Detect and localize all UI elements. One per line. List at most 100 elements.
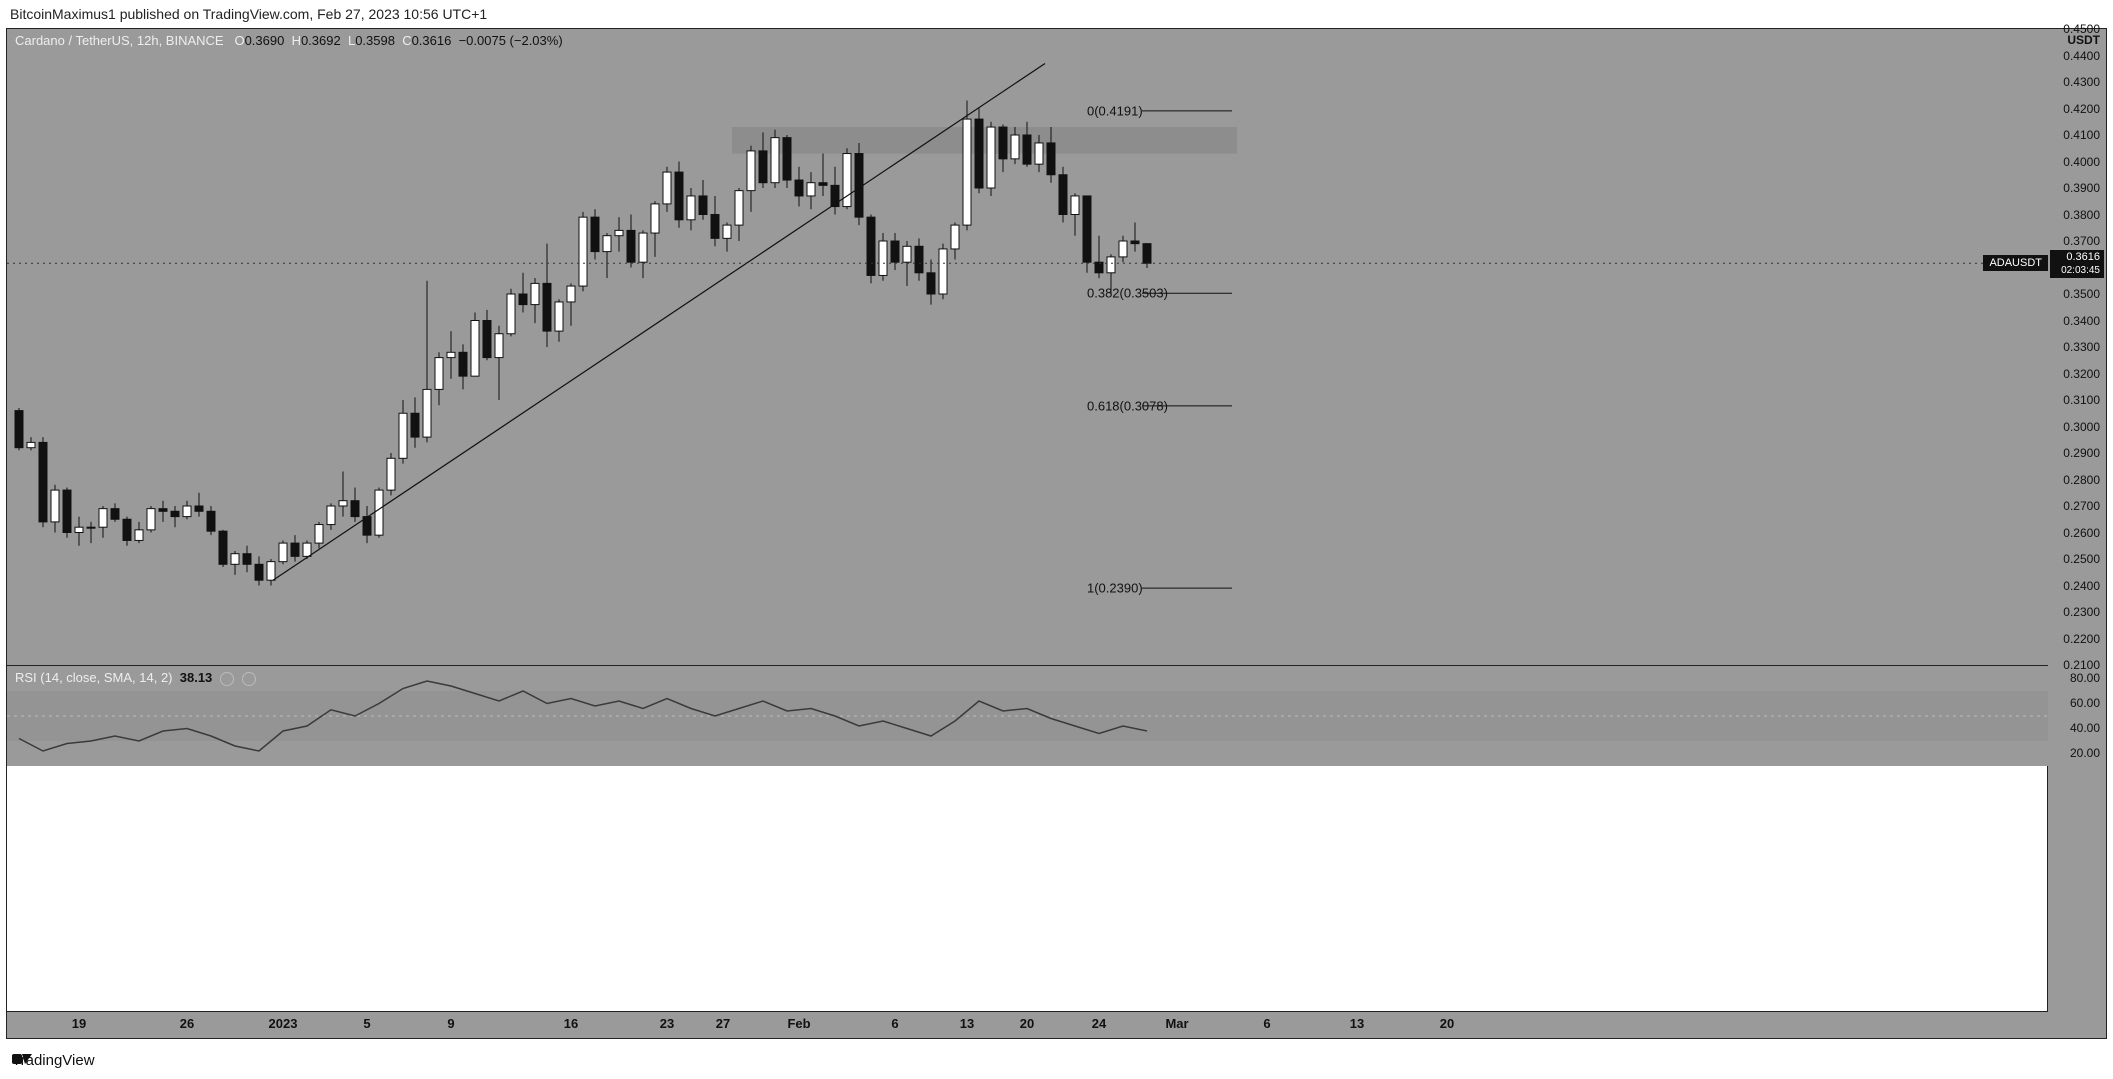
ohlc-c-label: C — [402, 33, 411, 48]
last-price-badge: 0.361602:03:45 — [2050, 250, 2104, 278]
price-tick: 0.4200 — [2063, 102, 2100, 116]
price-tick: 0.3000 — [2063, 420, 2100, 434]
candle — [675, 172, 683, 220]
symbol-badge: ADAUSDT — [1983, 255, 2048, 271]
candle — [747, 151, 755, 191]
rsi-tick: 20.00 — [2070, 746, 2100, 760]
rsi-tick: 40.00 — [2070, 721, 2100, 735]
candle — [651, 204, 659, 233]
rsi-band — [7, 691, 2048, 741]
rsi-chart — [7, 666, 2048, 766]
candle — [15, 411, 23, 448]
price-tick: 0.2500 — [2063, 552, 2100, 566]
candle — [99, 509, 107, 528]
price-tick: 0.3200 — [2063, 367, 2100, 381]
candle — [387, 458, 395, 490]
ohlc-c: 0.3616 — [412, 33, 452, 48]
price-tick: 0.2400 — [2063, 579, 2100, 593]
candle — [399, 413, 407, 458]
price-tick: 0.4000 — [2063, 155, 2100, 169]
price-tick: 0.3100 — [2063, 393, 2100, 407]
candle — [807, 183, 815, 196]
rsi-pane[interactable]: RSI (14, close, SMA, 14, 2) 38.13 — [7, 665, 2048, 766]
candle — [1011, 135, 1019, 159]
candle — [951, 225, 959, 249]
time-label: 24 — [1092, 1016, 1106, 1031]
candle — [1095, 262, 1103, 273]
chart-frame: USDT 0.45000.44000.43000.42000.41000.400… — [6, 28, 2107, 1039]
candle — [1047, 143, 1055, 175]
candle — [735, 191, 743, 225]
candle — [483, 321, 491, 358]
time-label: 23 — [660, 1016, 674, 1031]
time-label: 2023 — [269, 1016, 298, 1031]
candle — [567, 286, 575, 302]
trendline[interactable] — [273, 63, 1045, 580]
price-tick: 0.4100 — [2063, 128, 2100, 142]
candle — [75, 527, 83, 532]
candle — [423, 389, 431, 437]
candle — [627, 230, 635, 262]
candle — [195, 506, 203, 511]
price-tick: 0.3800 — [2063, 208, 2100, 222]
candle — [279, 543, 287, 562]
rsi-tick: 80.00 — [2070, 671, 2100, 685]
candle — [1143, 244, 1151, 264]
candle — [327, 506, 335, 525]
candle — [1035, 143, 1043, 164]
candle — [159, 509, 167, 512]
time-label: 13 — [1350, 1016, 1364, 1031]
rsi-value: 38.13 — [180, 670, 213, 685]
candle — [903, 246, 911, 262]
price-tick: 0.2200 — [2063, 632, 2100, 646]
candle — [843, 154, 851, 207]
ohlc-change: −0.0075 (−2.03%) — [459, 33, 563, 48]
candle — [1023, 135, 1031, 164]
candle — [579, 217, 587, 286]
ohlc-o: 0.3690 — [245, 33, 285, 48]
rsi-label: RSI (14, close, SMA, 14, 2) — [15, 670, 173, 685]
ohlc-o-label: O — [234, 33, 244, 48]
candle — [555, 302, 563, 331]
visibility-icon[interactable] — [220, 672, 234, 686]
candle — [111, 509, 119, 520]
time-label: Mar — [1165, 1016, 1188, 1031]
symbol-name: Cardano / TetherUS, 12h, BINANCE — [15, 33, 224, 48]
price-tick: 0.2900 — [2063, 446, 2100, 460]
candle — [999, 127, 1007, 159]
candle — [531, 283, 539, 304]
candle — [915, 246, 923, 272]
candle — [867, 217, 875, 275]
price-tick: 0.3700 — [2063, 234, 2100, 248]
price-tick: 0.2300 — [2063, 605, 2100, 619]
candle — [771, 138, 779, 183]
candle — [339, 501, 347, 506]
time-label: 26 — [180, 1016, 194, 1031]
rsi-info: RSI (14, close, SMA, 14, 2) 38.13 — [15, 670, 256, 686]
candle — [435, 358, 443, 390]
candle — [591, 217, 599, 251]
price-pane[interactable]: Cardano / TetherUS, 12h, BINANCE O0.3690… — [7, 29, 2048, 665]
candle — [63, 490, 71, 532]
time-label: 19 — [72, 1016, 86, 1031]
candle — [795, 180, 803, 196]
price-tick: 0.2600 — [2063, 526, 2100, 540]
time-label: 27 — [716, 1016, 730, 1031]
fib-level-label: 1(0.2390) — [1087, 581, 1143, 596]
candle — [495, 334, 503, 358]
candle — [1131, 241, 1139, 244]
candle — [939, 249, 947, 294]
candle — [1071, 196, 1079, 215]
candle — [507, 294, 515, 334]
candle — [255, 564, 263, 580]
price-chart — [7, 29, 2048, 665]
candle — [303, 543, 311, 556]
price-tick: 0.3400 — [2063, 314, 2100, 328]
candle — [819, 183, 827, 186]
candle — [315, 525, 323, 544]
symbol-info: Cardano / TetherUS, 12h, BINANCE O0.3690… — [15, 33, 563, 48]
price-tick: 0.4300 — [2063, 75, 2100, 89]
settings-icon[interactable] — [242, 672, 256, 686]
price-tick: 0.3500 — [2063, 287, 2100, 301]
price-tick: 0.2700 — [2063, 499, 2100, 513]
